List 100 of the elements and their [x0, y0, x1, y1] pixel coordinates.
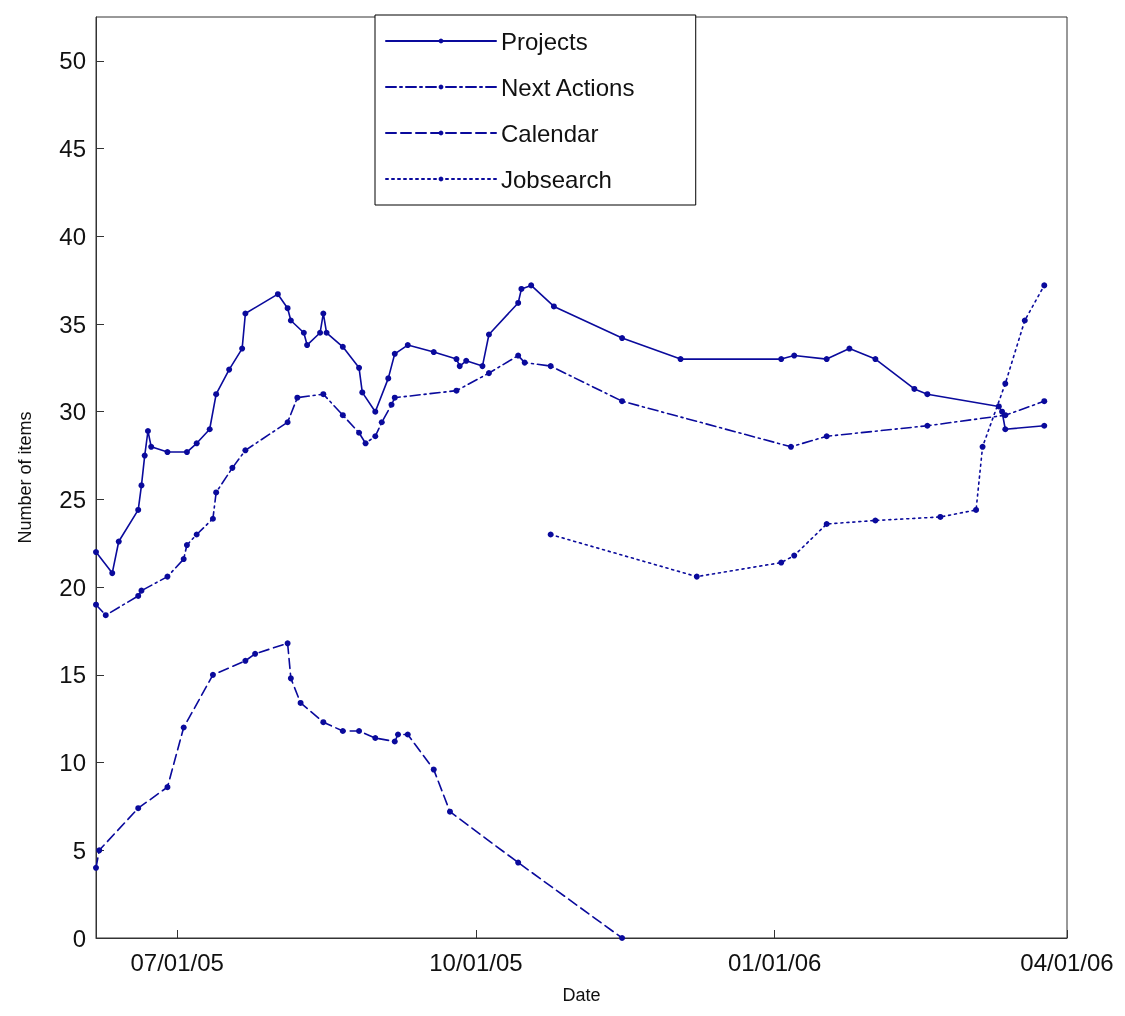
point [1002, 412, 1009, 419]
point [320, 719, 327, 726]
point [148, 443, 155, 450]
legend-label: Calendar [501, 119, 599, 147]
x-tick-label: 01/01/06 [728, 948, 822, 976]
point [693, 573, 700, 580]
point [109, 570, 116, 577]
point [317, 329, 324, 336]
point [135, 592, 142, 599]
point [937, 513, 944, 520]
point [284, 419, 291, 426]
point [547, 531, 554, 538]
point [995, 403, 1002, 410]
x-axis-title: Date [562, 985, 601, 1005]
point [385, 375, 392, 382]
point [1002, 426, 1009, 433]
point [206, 426, 213, 433]
point [183, 449, 190, 456]
point [294, 394, 301, 401]
point [430, 349, 437, 356]
point [391, 394, 398, 401]
y-tick-label: 30 [59, 398, 86, 426]
point [395, 731, 402, 738]
point [135, 506, 142, 513]
point [787, 443, 794, 450]
point [252, 650, 259, 657]
point [102, 612, 109, 619]
point [229, 464, 236, 471]
point [242, 447, 249, 454]
point [323, 329, 330, 336]
point [274, 291, 281, 298]
point [93, 864, 99, 871]
point [791, 552, 798, 559]
point [372, 408, 379, 415]
point [515, 859, 522, 866]
point [515, 352, 522, 359]
point [823, 433, 830, 440]
point [372, 735, 379, 742]
point [362, 440, 369, 447]
point [430, 766, 437, 773]
point [209, 671, 216, 678]
point [518, 285, 525, 292]
point [93, 549, 99, 556]
point [372, 433, 379, 440]
point [619, 935, 626, 941]
point [550, 303, 557, 310]
point [924, 391, 931, 398]
point [515, 299, 522, 306]
point [391, 738, 398, 745]
point [242, 657, 249, 664]
point [138, 587, 145, 594]
point [846, 345, 853, 352]
point [356, 728, 363, 734]
y-tick-label: 25 [59, 485, 86, 513]
point [320, 391, 327, 398]
point [164, 784, 171, 791]
point [924, 422, 931, 429]
point [180, 556, 187, 563]
point [304, 342, 311, 349]
point [979, 443, 986, 450]
x-tick-label: 04/01/06 [1020, 948, 1114, 976]
point [287, 317, 294, 324]
y-tick-label: 15 [59, 661, 86, 689]
point [164, 449, 171, 456]
point [213, 391, 220, 398]
point [144, 428, 151, 435]
point [359, 389, 366, 396]
point [463, 357, 470, 364]
point [242, 310, 249, 317]
point [456, 363, 463, 370]
legend-label: Projects [501, 27, 588, 55]
point [391, 350, 398, 357]
point [297, 699, 304, 706]
point [479, 363, 486, 370]
point [528, 282, 535, 289]
x-tick-label: 10/01/05 [429, 948, 523, 976]
point [778, 356, 785, 363]
point [287, 675, 294, 682]
point [446, 808, 453, 815]
x-tick-label: 07/01/05 [130, 948, 224, 976]
point [300, 329, 307, 336]
y-tick-label: 45 [59, 135, 86, 163]
point [93, 601, 99, 608]
point [872, 356, 879, 363]
point [521, 359, 528, 366]
point [485, 331, 492, 338]
point [209, 515, 216, 522]
point [911, 385, 918, 392]
point [138, 482, 145, 489]
point [378, 419, 385, 426]
point [135, 805, 142, 812]
point [356, 364, 363, 371]
point [164, 573, 171, 580]
point [193, 531, 200, 538]
point [973, 506, 980, 513]
point [791, 352, 798, 359]
point [485, 370, 492, 377]
point [404, 731, 411, 738]
point [778, 559, 785, 566]
point [872, 517, 879, 524]
